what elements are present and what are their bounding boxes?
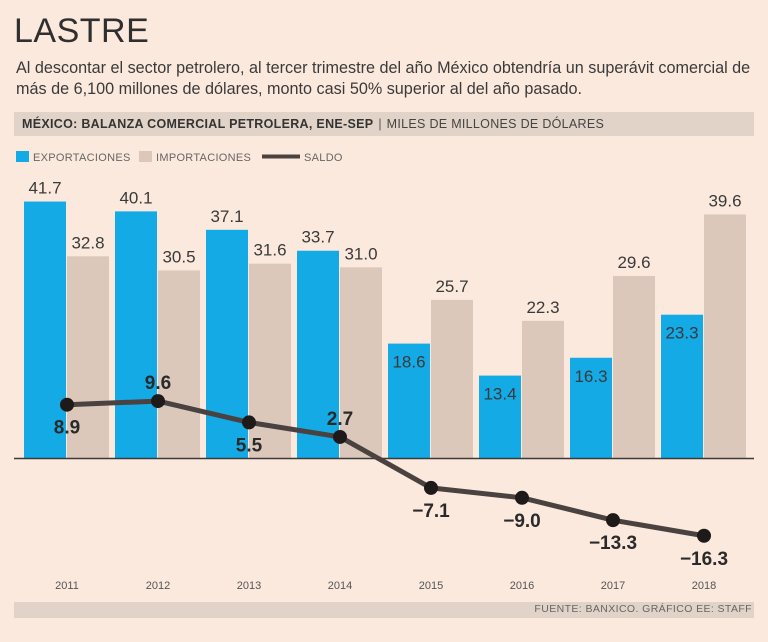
label-exports-2018: 23.3 [665, 324, 698, 343]
x-tick-2016: 2016 [510, 580, 534, 592]
label-imports-2017: 29.6 [617, 253, 650, 272]
label-exports-2017: 16.3 [574, 367, 607, 386]
balance-point-2015 [424, 480, 438, 495]
balance-point-2012 [151, 394, 165, 409]
x-tick-2014: 2014 [328, 580, 352, 592]
label-balance-2016: −9.0 [503, 511, 541, 532]
bar-imports-2014 [340, 267, 382, 458]
footer-bar [14, 602, 754, 618]
bar-imports-2011 [67, 256, 109, 458]
label-balance-2014: 2.7 [327, 409, 353, 430]
x-tick-2012: 2012 [146, 580, 170, 592]
bar-imports-2015 [431, 299, 473, 458]
legend-balance-label: SALDO [304, 152, 343, 164]
balance-point-2013 [242, 415, 256, 430]
label-imports-2015: 25.7 [435, 277, 468, 296]
balance-point-2017 [606, 513, 620, 528]
label-imports-2013: 31.6 [253, 241, 286, 260]
bar-exports-2018 [661, 314, 703, 458]
bar-exports-2016 [479, 375, 521, 458]
bar-exports-2013 [206, 229, 248, 458]
label-balance-2011: 8.9 [54, 418, 80, 439]
bar-exports-2015 [388, 343, 430, 458]
label-exports-2016: 13.4 [483, 385, 516, 404]
source-note: FUENTE: BANXICO. GRÁFICO EE: STAFF [534, 603, 752, 615]
label-exports-2015: 18.6 [392, 353, 425, 372]
bar-exports-2011 [24, 201, 66, 459]
bar-imports-2016 [522, 320, 564, 458]
label-exports-2012: 40.1 [119, 188, 152, 207]
legend-exports-swatch [16, 151, 29, 162]
x-tick-2015: 2015 [419, 580, 443, 592]
bar-imports-2017 [613, 275, 655, 458]
label-balance-2018: −16.3 [680, 549, 728, 570]
balance-line [66, 398, 705, 539]
chart-units: MILES DE MILLONES DE DÓLARES [386, 117, 605, 131]
label-exports-2014: 33.7 [301, 228, 334, 247]
balance-line-layer: 8.9 9.6 5.5 2.7 −7.1 −9.0 −13.3 −16.3 [54, 373, 728, 570]
label-imports-2011: 32.8 [71, 233, 104, 252]
label-balance-2015: −7.1 [412, 501, 450, 522]
legend-exports: EXPORTACIONES [16, 151, 131, 164]
balance-point-2014 [333, 429, 347, 444]
chart-legend: EXPORTACIONES IMPORTACIONES SALDO [16, 151, 343, 164]
bar-exports-2017 [570, 357, 612, 458]
x-axis-labels: 2011 2012 2013 2014 2015 2016 2017 2018 [55, 580, 716, 592]
legend-balance: SALDO [262, 152, 343, 164]
label-imports-2012: 30.5 [162, 247, 195, 266]
chart-header-bar: MÉXICO: BALANZA COMERCIAL PETROLERA, ENE… [14, 112, 754, 136]
legend-imports-swatch [139, 151, 152, 162]
bar-imports-2012 [158, 270, 200, 458]
chart-title-separator: | [378, 117, 382, 131]
bar-group: 41.7 32.8 40.1 30.5 37.1 31.6 33.7 31.0 18.6 25.7… [24, 179, 746, 459]
label-imports-2016: 22.3 [526, 298, 559, 317]
page-title: LASTRE [14, 12, 150, 50]
label-imports-2014: 31.0 [344, 244, 377, 263]
label-exports-2013: 37.1 [210, 207, 243, 226]
bar-exports-2012 [115, 211, 157, 458]
bar-imports-2018 [704, 214, 746, 458]
label-balance-2013: 5.5 [236, 435, 263, 456]
chart-title: MÉXICO: BALANZA COMERCIAL PETROLERA, ENE… [22, 117, 374, 131]
balance-point-2011 [60, 397, 74, 412]
x-tick-2017: 2017 [601, 580, 625, 592]
balance-point-2018 [697, 528, 711, 543]
x-tick-2011: 2011 [55, 580, 79, 592]
legend-imports: IMPORTACIONES [139, 151, 251, 164]
label-imports-2018: 39.6 [708, 191, 741, 210]
page-subtitle: Al descontar el sector petrolero, al ter… [16, 59, 751, 98]
x-tick-2018: 2018 [692, 580, 716, 592]
label-balance-2017: −13.3 [589, 533, 637, 554]
bar-exports-2014 [297, 250, 339, 458]
balance-point-2016 [515, 490, 529, 505]
label-exports-2011: 41.7 [28, 179, 61, 198]
legend-exports-label: EXPORTACIONES [33, 152, 131, 164]
legend-imports-label: IMPORTACIONES [156, 152, 251, 164]
x-tick-2013: 2013 [237, 580, 261, 592]
label-balance-2012: 9.6 [145, 373, 171, 394]
